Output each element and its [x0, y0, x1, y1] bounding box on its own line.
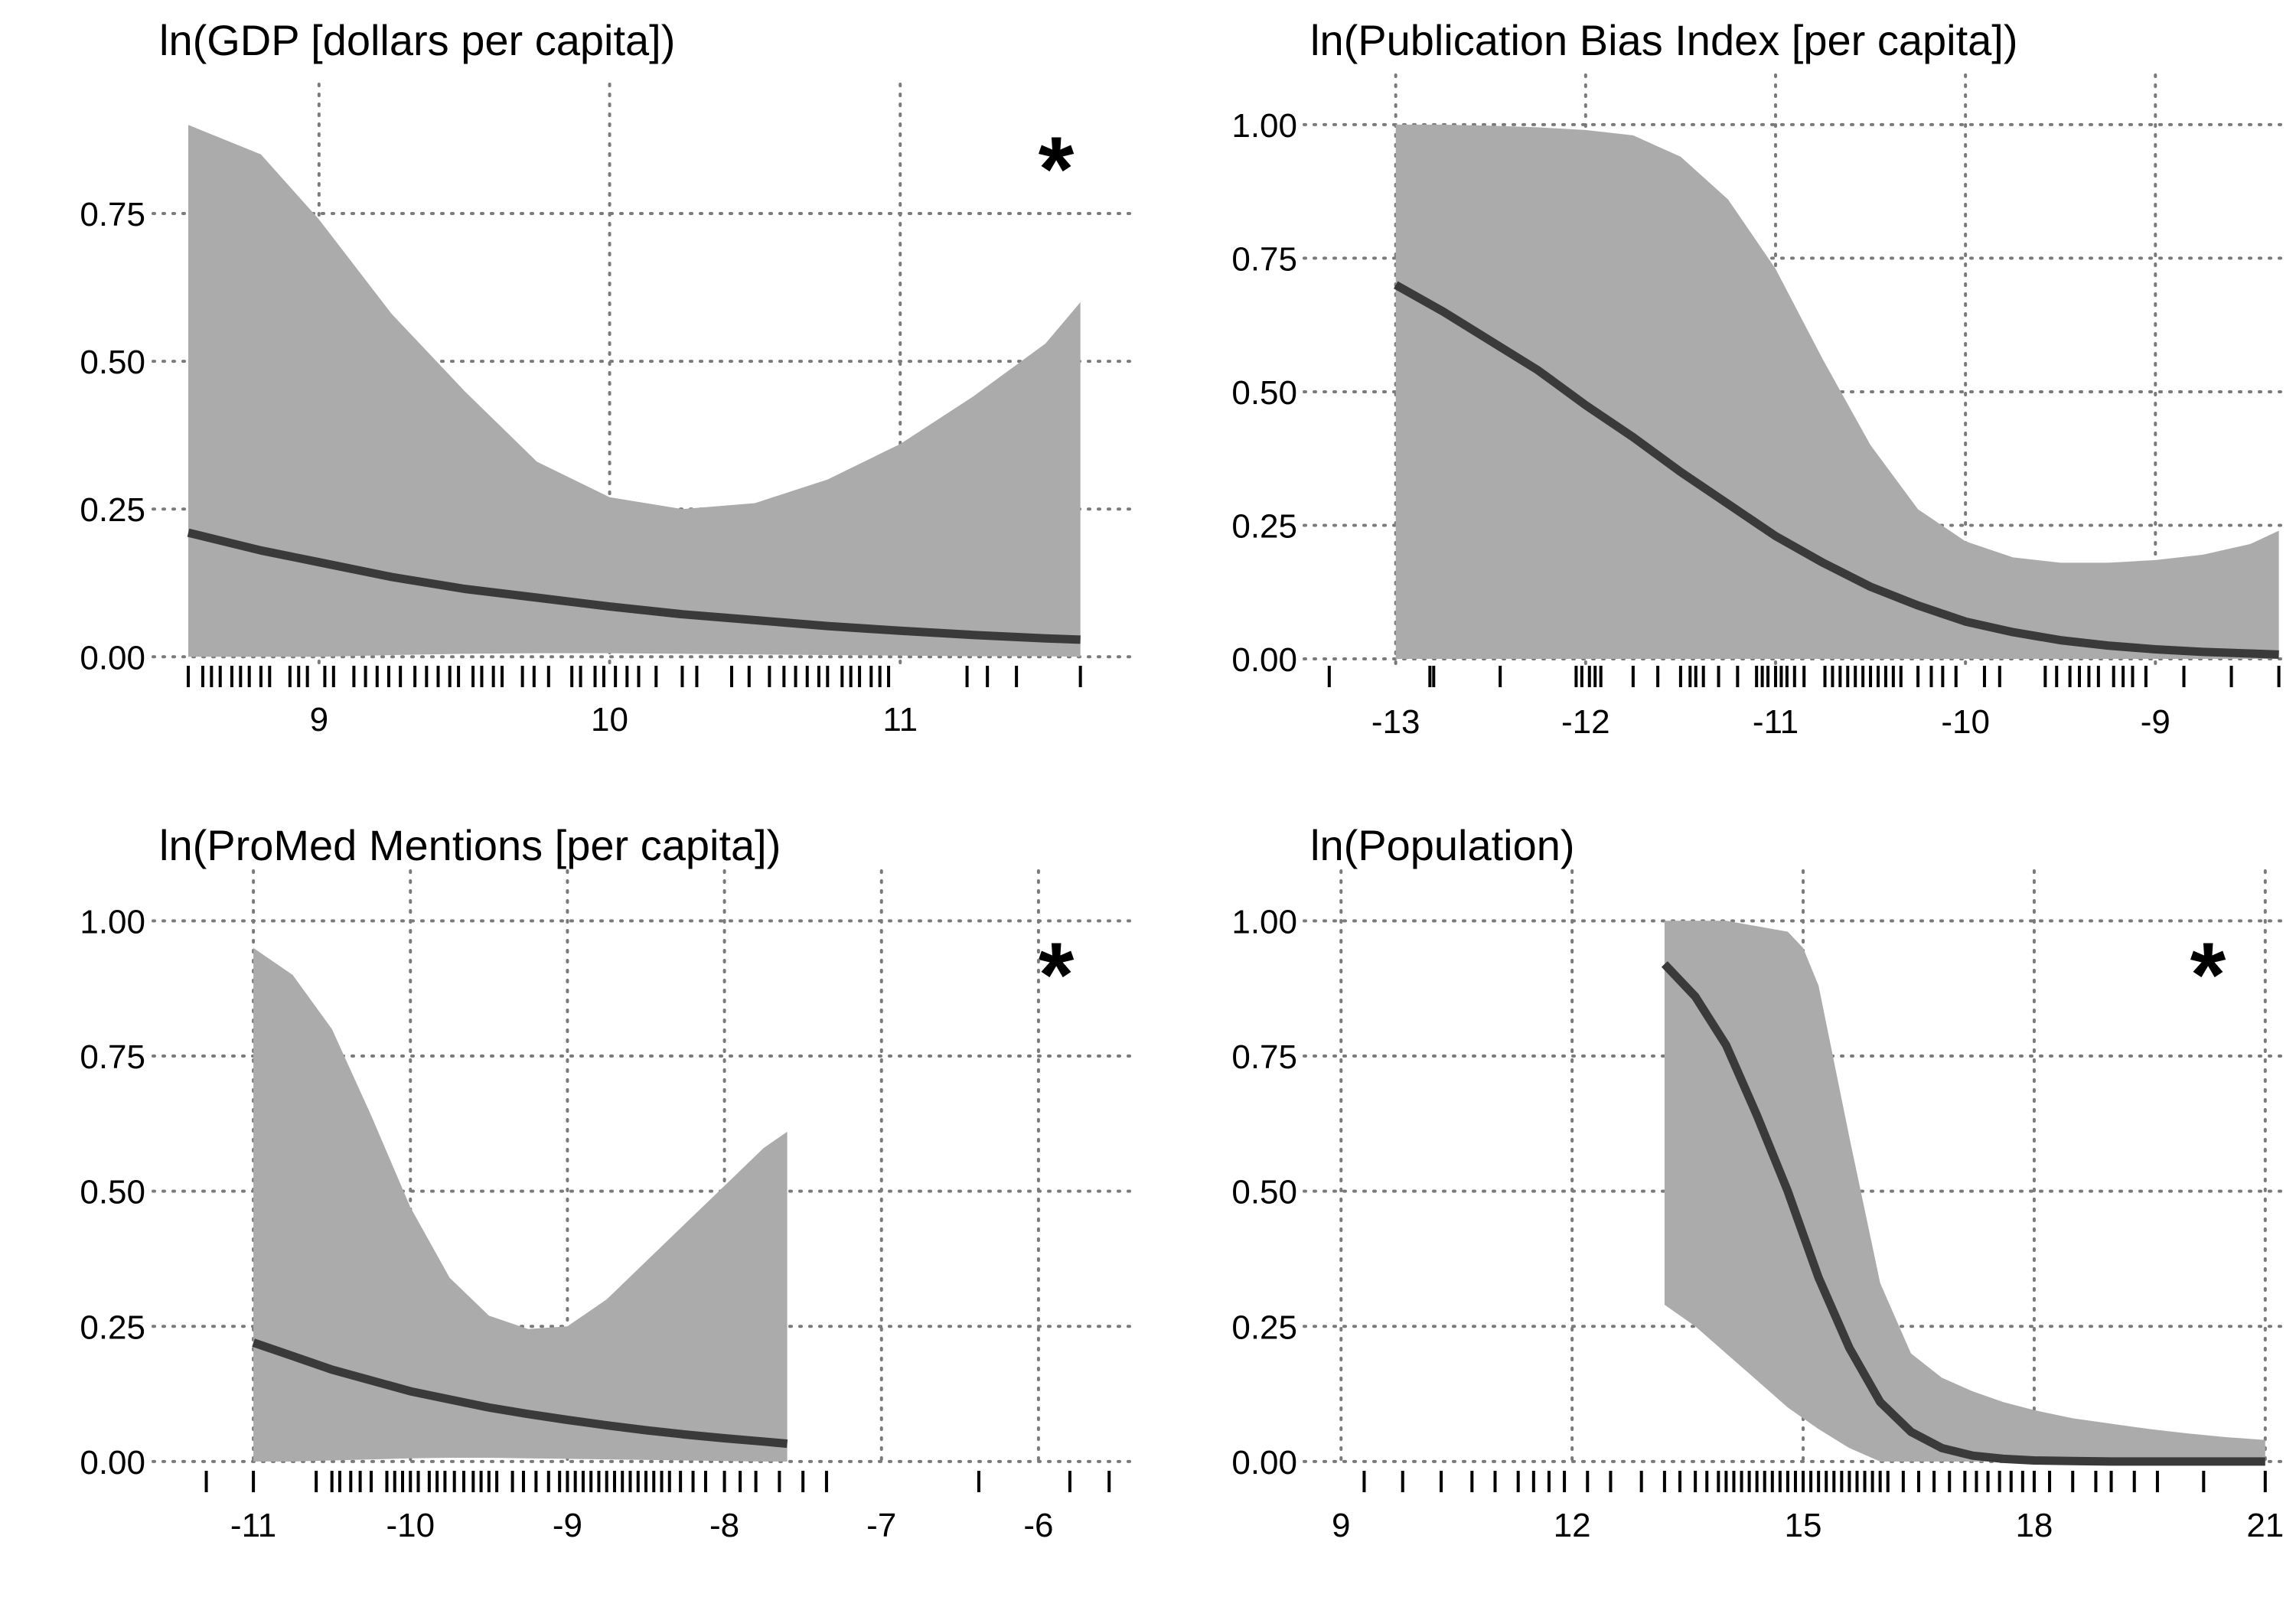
y-tick-label: 0.75 — [1231, 1038, 1297, 1076]
y-tick-label: 0.50 — [80, 1174, 145, 1211]
x-tick-label: -11 — [1753, 703, 1799, 741]
x-tick-label: 12 — [1554, 1507, 1591, 1544]
y-tick-label: 0.25 — [1231, 507, 1297, 545]
y-tick-label: 0.75 — [80, 1038, 145, 1076]
significance-marker: * — [1039, 924, 1075, 1026]
y-tick-label: 0.25 — [1231, 1309, 1297, 1346]
y-tick-label: 0.00 — [80, 639, 145, 676]
confidence-band — [188, 125, 1081, 657]
x-tick-label: 9 — [1332, 1507, 1350, 1544]
x-tick-label: 18 — [2015, 1507, 2053, 1544]
y-tick-label: 0.50 — [80, 344, 145, 381]
significance-marker: * — [2190, 924, 2226, 1026]
x-tick-label: 9 — [310, 701, 328, 738]
y-tick-label: 1.00 — [80, 903, 145, 940]
fitted-line — [252, 1338, 788, 1449]
y-tick-label: 0.75 — [1231, 240, 1297, 278]
confidence-band — [253, 947, 788, 1462]
panel-title: ln(ProMed Mentions [per capita]) — [159, 821, 781, 869]
fitted-line — [1661, 961, 2265, 1466]
y-tick-label: 0.50 — [1231, 1174, 1297, 1211]
y-tick-label: 0.50 — [1231, 374, 1297, 412]
x-tick-label: -7 — [866, 1507, 896, 1544]
y-tick-label: 0.00 — [80, 1444, 145, 1482]
x-tick-label: -6 — [1023, 1507, 1053, 1544]
y-tick-label: 1.00 — [1231, 903, 1297, 940]
x-tick-label: -9 — [2141, 703, 2170, 741]
y-tick-label: 0.25 — [80, 1309, 145, 1346]
panel-title: ln(GDP [dollars per capita]) — [159, 16, 675, 64]
panel-publication-bias: ln(Publication Bias Index [per capita]) … — [1231, 16, 2290, 741]
panel-title: ln(Population) — [1310, 821, 1575, 869]
x-tick-label: -13 — [1371, 703, 1420, 741]
x-tick-label: -10 — [1941, 703, 1990, 741]
y-tick-label: 0.00 — [1231, 641, 1297, 679]
panel-gdp: ln(GDP [dollars per capita]) * 9 10 11 0.00… — [80, 16, 1134, 738]
y-tick-label: 0.75 — [80, 196, 145, 233]
y-tick-label: 1.00 — [1231, 107, 1297, 145]
x-tick-label: -12 — [1561, 703, 1610, 741]
x-tick-label: -8 — [709, 1507, 739, 1544]
y-tick-label: 0.25 — [80, 491, 145, 529]
confidence-band — [1664, 921, 2265, 1462]
significance-marker: * — [1039, 118, 1075, 220]
y-tick-label: 0.00 — [1231, 1444, 1297, 1482]
confidence-band — [1395, 124, 2279, 659]
x-tick-label: 10 — [591, 701, 628, 738]
fitted-line — [1394, 281, 2279, 659]
x-tick-label: 21 — [2246, 1507, 2284, 1544]
x-tick-label: 11 — [882, 701, 918, 738]
x-tick-label: -10 — [386, 1507, 435, 1544]
fitted-line — [187, 528, 1081, 644]
panel-title: ln(Publication Bias Index [per capita]) — [1310, 16, 2018, 64]
panel-population: ln(Population) * 9 12 15 18 21 0.00 0.25 0.50 0.… — [1231, 821, 2290, 1544]
x-tick-label: 15 — [1785, 1507, 1822, 1544]
x-tick-label: -11 — [230, 1507, 276, 1544]
x-tick-label: -9 — [553, 1507, 582, 1544]
panel-promed: ln(ProMed Mentions [per capita]) * -11 -1… — [80, 821, 1134, 1544]
